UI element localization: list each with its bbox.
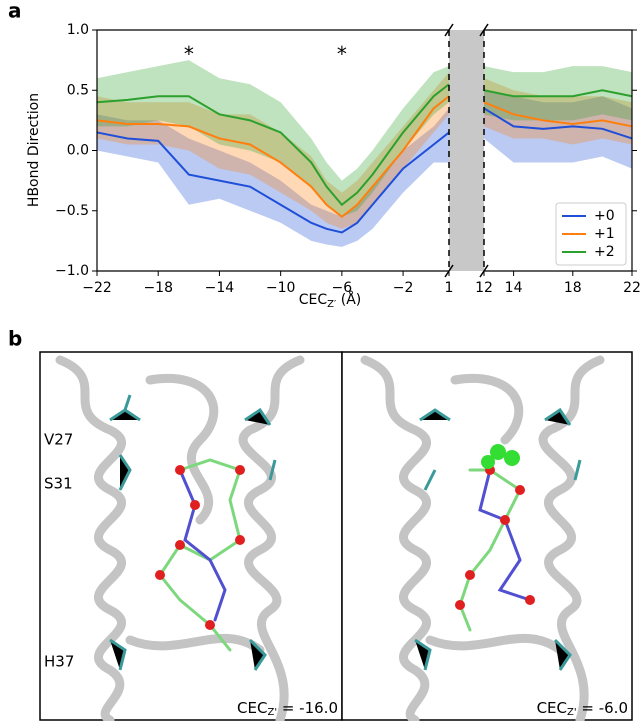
- structure-frame: [341, 351, 633, 721]
- x-axis-label: CECZ′ (Å): [299, 291, 361, 310]
- cec-main: CEC: [537, 699, 567, 717]
- confidence-band: [97, 60, 632, 217]
- x-tick-label: −6: [332, 280, 353, 296]
- series-line: [96, 95, 633, 219]
- annotation: *: [337, 42, 347, 66]
- x-tick-label: 12: [475, 280, 493, 296]
- cec-sub: Z': [567, 707, 577, 718]
- series-line: [96, 83, 633, 207]
- x-tick-label: −2: [393, 280, 414, 296]
- x-tick-label: −18: [143, 280, 173, 296]
- x-tick-label: −14: [205, 280, 235, 296]
- break-mark: [479, 23, 489, 37]
- residue-label: V27: [44, 431, 73, 449]
- x-tick-label: 22: [623, 280, 641, 296]
- legend-label: +1: [594, 226, 615, 242]
- x-tick-label: −10: [266, 280, 296, 296]
- legend-label: +0: [594, 208, 615, 224]
- cec-sub: Z': [267, 707, 277, 718]
- residue-label: S31: [44, 475, 73, 493]
- structure-panels: V27 S31 H37 CECZ' = -16.0 CECZ' = -6.0: [39, 351, 633, 721]
- oxygen-atoms: [155, 465, 535, 630]
- x-tick-label: 1: [445, 280, 454, 296]
- y-axis-label: HBond Direction: [26, 93, 42, 207]
- confidence-band: [97, 72, 632, 229]
- y-tick-label: 1.0: [67, 22, 89, 38]
- series-line: [96, 107, 633, 234]
- legend-box: [555, 202, 627, 266]
- x-tick-label: 14: [505, 280, 523, 296]
- cec-main: CEC: [237, 699, 267, 717]
- panel-label: a: [8, 0, 22, 23]
- y-tick-label: −0.5: [55, 203, 89, 219]
- x-label-sub: Z′: [327, 299, 337, 310]
- helix-ribbons: [55, 355, 605, 721]
- annotation: *: [184, 42, 194, 66]
- cec-value: = -6.0: [577, 699, 628, 717]
- break-mark: [444, 23, 454, 37]
- water-wire: [158, 458, 532, 652]
- residue-label: H37: [44, 653, 74, 671]
- panel-label: b: [8, 327, 22, 351]
- plot-area: [96, 60, 633, 247]
- confidence-band: [97, 90, 632, 247]
- cec-label: CECZ' = -6.0: [537, 699, 628, 719]
- side-chains: [109, 394, 582, 671]
- y-tick-label: 0.0: [67, 143, 89, 159]
- x-label-unit: (Å): [336, 291, 361, 308]
- y-tick-label: 0.5: [67, 82, 89, 98]
- x-label-main: CEC: [299, 292, 328, 308]
- cec-label: CECZ' = -16.0: [237, 699, 338, 719]
- axis-break: [449, 30, 484, 271]
- y-tick-label: −1.0: [55, 263, 89, 279]
- x-tick-label: 18: [564, 280, 582, 296]
- legend-label: +2: [594, 244, 615, 260]
- cec-value: = -16.0: [277, 699, 338, 717]
- excess-proton: [481, 444, 520, 469]
- x-tick-label: −22: [82, 280, 112, 296]
- legend: +0 +1 +2: [555, 202, 627, 266]
